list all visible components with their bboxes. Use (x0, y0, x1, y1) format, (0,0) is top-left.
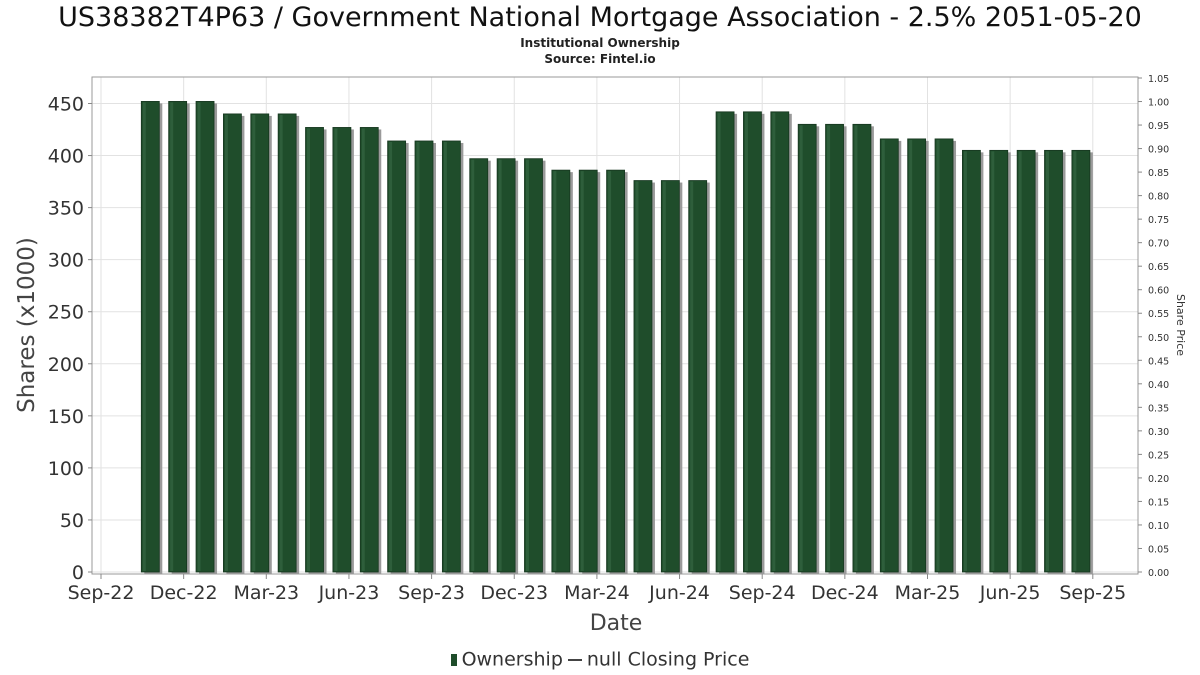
y2-tick-label: 0.20 (1148, 474, 1169, 485)
legend: Ownership null Closing Price (0, 648, 1200, 671)
bar-highlight (170, 102, 174, 571)
bars-layer (140, 101, 1093, 575)
bar-highlight (307, 128, 311, 571)
y2-tick-label: 0.60 (1148, 286, 1169, 297)
x-tick-label: Mar-24 (564, 582, 630, 604)
y2-tick-label: 0.05 (1148, 544, 1169, 555)
ownership-legend-label: Ownership (461, 648, 563, 671)
price-legend-label: null Closing Price (586, 648, 750, 671)
y2-tick-label: 0.40 (1148, 380, 1169, 391)
y2-tick-label: 0.10 (1148, 521, 1169, 532)
bar-highlight (936, 139, 940, 572)
ownership-legend-swatch (450, 653, 457, 666)
bar-highlight (224, 114, 228, 572)
y-tick-label: 200 (48, 354, 84, 376)
bar-highlight (525, 159, 529, 571)
bar-highlight (1046, 151, 1050, 571)
y2-axis-label: Share Price (1174, 294, 1187, 356)
x-tick-label: Mar-23 (233, 582, 299, 604)
y-tick-label: 350 (48, 198, 84, 220)
bar-highlight (197, 102, 201, 571)
chart-subtitle: Institutional Ownership (520, 36, 680, 50)
y-tick-label: 150 (48, 406, 84, 428)
bar-highlight (717, 112, 721, 571)
y-tick-label: 100 (48, 458, 84, 480)
x-tick-label: Dec-22 (150, 582, 218, 604)
y2-tick-label: 0.95 (1148, 121, 1169, 132)
y-axis-label: Shares (x1000) (14, 237, 40, 413)
bar-highlight (854, 125, 858, 572)
bar-highlight (744, 112, 748, 571)
bar-highlight (799, 125, 803, 572)
y2-tick-label: 0.90 (1148, 145, 1169, 156)
y2-tick-label: 0.75 (1148, 215, 1169, 226)
y-tick-label: 250 (48, 302, 84, 324)
bar-highlight (1073, 151, 1077, 571)
y2-tick-label: 0.55 (1148, 309, 1169, 320)
x-tick-label: Sep-24 (729, 582, 796, 604)
bar-highlight (827, 125, 831, 572)
bar-highlight (361, 128, 365, 571)
bar-highlight (690, 181, 694, 571)
bar-highlight (142, 102, 146, 571)
x-tick-label: Jun-25 (979, 582, 1041, 604)
price-legend-swatch (567, 658, 582, 661)
y-tick-label: 50 (60, 510, 84, 532)
bar-highlight (553, 171, 557, 571)
bar-highlight (416, 141, 420, 572)
bar-highlight (991, 151, 995, 571)
x-tick-label: Sep-25 (1059, 582, 1126, 604)
y-tick-label: 450 (48, 94, 84, 116)
bar-highlight (1018, 151, 1022, 571)
y-tick-label: 400 (48, 146, 84, 168)
y2-tick-label: 0.35 (1148, 403, 1169, 414)
x-tick-label: Jun-23 (318, 582, 380, 604)
y2-tick-label: 0.25 (1148, 450, 1169, 461)
y2-tick-label: 0.65 (1148, 262, 1169, 273)
bar-highlight (772, 112, 776, 571)
chart-source: Source: Fintel.io (544, 52, 656, 66)
y2-tick-label: 0.80 (1148, 192, 1169, 203)
x-axis-label: Date (590, 611, 643, 636)
y-tick-label: 0 (72, 562, 84, 584)
bar-highlight (279, 114, 283, 572)
y-tick-label: 300 (48, 250, 84, 272)
y-axis: 0 50 100 150 200 250 300 350 400 450 (48, 94, 92, 584)
x-tick-label: Dec-24 (811, 582, 879, 604)
y2-tick-label: 1.00 (1148, 98, 1169, 109)
chart-title: US38382T4P63 / Government National Mortg… (58, 2, 1142, 33)
y2-tick-label: 0.50 (1148, 333, 1169, 344)
y2-axis: 0.00 0.05 0.10 0.15 0.20 0.25 0.30 0.35 0.40 0.45… (1138, 74, 1169, 579)
bar-highlight (389, 141, 393, 572)
bar-highlight (909, 139, 913, 572)
bar-highlight (963, 151, 967, 571)
bar-highlight (608, 171, 612, 571)
bar-highlight (881, 139, 885, 572)
bar-highlight (635, 181, 639, 571)
bar-highlight (471, 159, 475, 571)
x-tick-label: Sep-23 (398, 582, 465, 604)
y2-tick-label: 0.70 (1148, 239, 1169, 250)
bar-highlight (443, 141, 447, 572)
bar-highlight (662, 181, 666, 571)
bar-highlight (498, 159, 502, 571)
y2-tick-label: 1.05 (1148, 74, 1169, 85)
y2-tick-label: 0.30 (1148, 427, 1169, 438)
x-axis: Sep-22 Dec-22 Mar-23 Jun-23 Sep-23 Dec-23 Mar-… (68, 574, 1126, 604)
x-tick-label: Sep-22 (68, 582, 135, 604)
x-tick-label: Dec-23 (480, 582, 548, 604)
bar-highlight (580, 171, 584, 571)
x-tick-label: Jun-24 (648, 582, 710, 604)
y2-tick-label: 0.15 (1148, 497, 1169, 508)
bar-highlight (334, 128, 338, 571)
y2-tick-label: 0.45 (1148, 356, 1169, 367)
bar-highlight (252, 114, 256, 572)
y2-tick-label: 0.85 (1148, 168, 1169, 179)
y2-tick-label: 0.00 (1148, 568, 1169, 579)
x-tick-label: Mar-25 (895, 582, 961, 604)
